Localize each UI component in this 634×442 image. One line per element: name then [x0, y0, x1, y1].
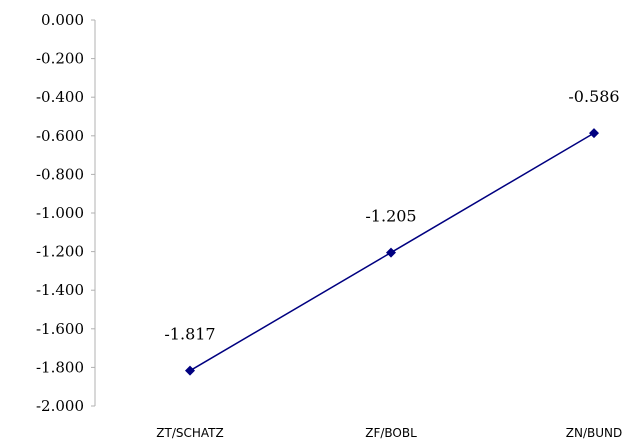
- data-labels: -1.817 -1.205 -0.586: [164, 87, 619, 344]
- data-label: -0.586: [568, 87, 619, 106]
- y-tick-label: -0.600: [36, 127, 84, 145]
- y-tick-label: 0.000: [41, 11, 84, 29]
- x-tick-label: ZT/SCHATZ: [156, 426, 223, 440]
- y-tick-label: -0.800: [36, 165, 84, 183]
- y-tick-label: -2.000: [36, 397, 84, 415]
- y-tick-label: -1.000: [36, 204, 84, 222]
- x-tick-label: ZN/BUND: [566, 426, 622, 440]
- series-markers: [185, 128, 599, 376]
- data-point-marker: [589, 128, 599, 139]
- x-tick-label: ZF/BOBL: [365, 426, 417, 440]
- y-tick-label: -1.800: [36, 358, 84, 376]
- x-axis-ticks: ZT/SCHATZ ZF/BOBL ZN/BUND: [156, 426, 622, 440]
- y-tick-label: -1.400: [36, 281, 84, 299]
- data-point-marker: [185, 365, 195, 376]
- data-label: -1.205: [365, 207, 416, 226]
- y-tick-label: -1.600: [36, 320, 84, 338]
- y-tick-label: -0.200: [36, 50, 84, 68]
- y-tick-label: -0.400: [36, 88, 84, 106]
- data-point-marker: [386, 247, 396, 258]
- data-label: -1.817: [164, 325, 215, 344]
- y-tick-label: -1.200: [36, 243, 84, 261]
- y-axis-ticks: 0.000 -0.200 -0.400 -0.600 -0.800 -1.000 -1.20…: [36, 11, 95, 415]
